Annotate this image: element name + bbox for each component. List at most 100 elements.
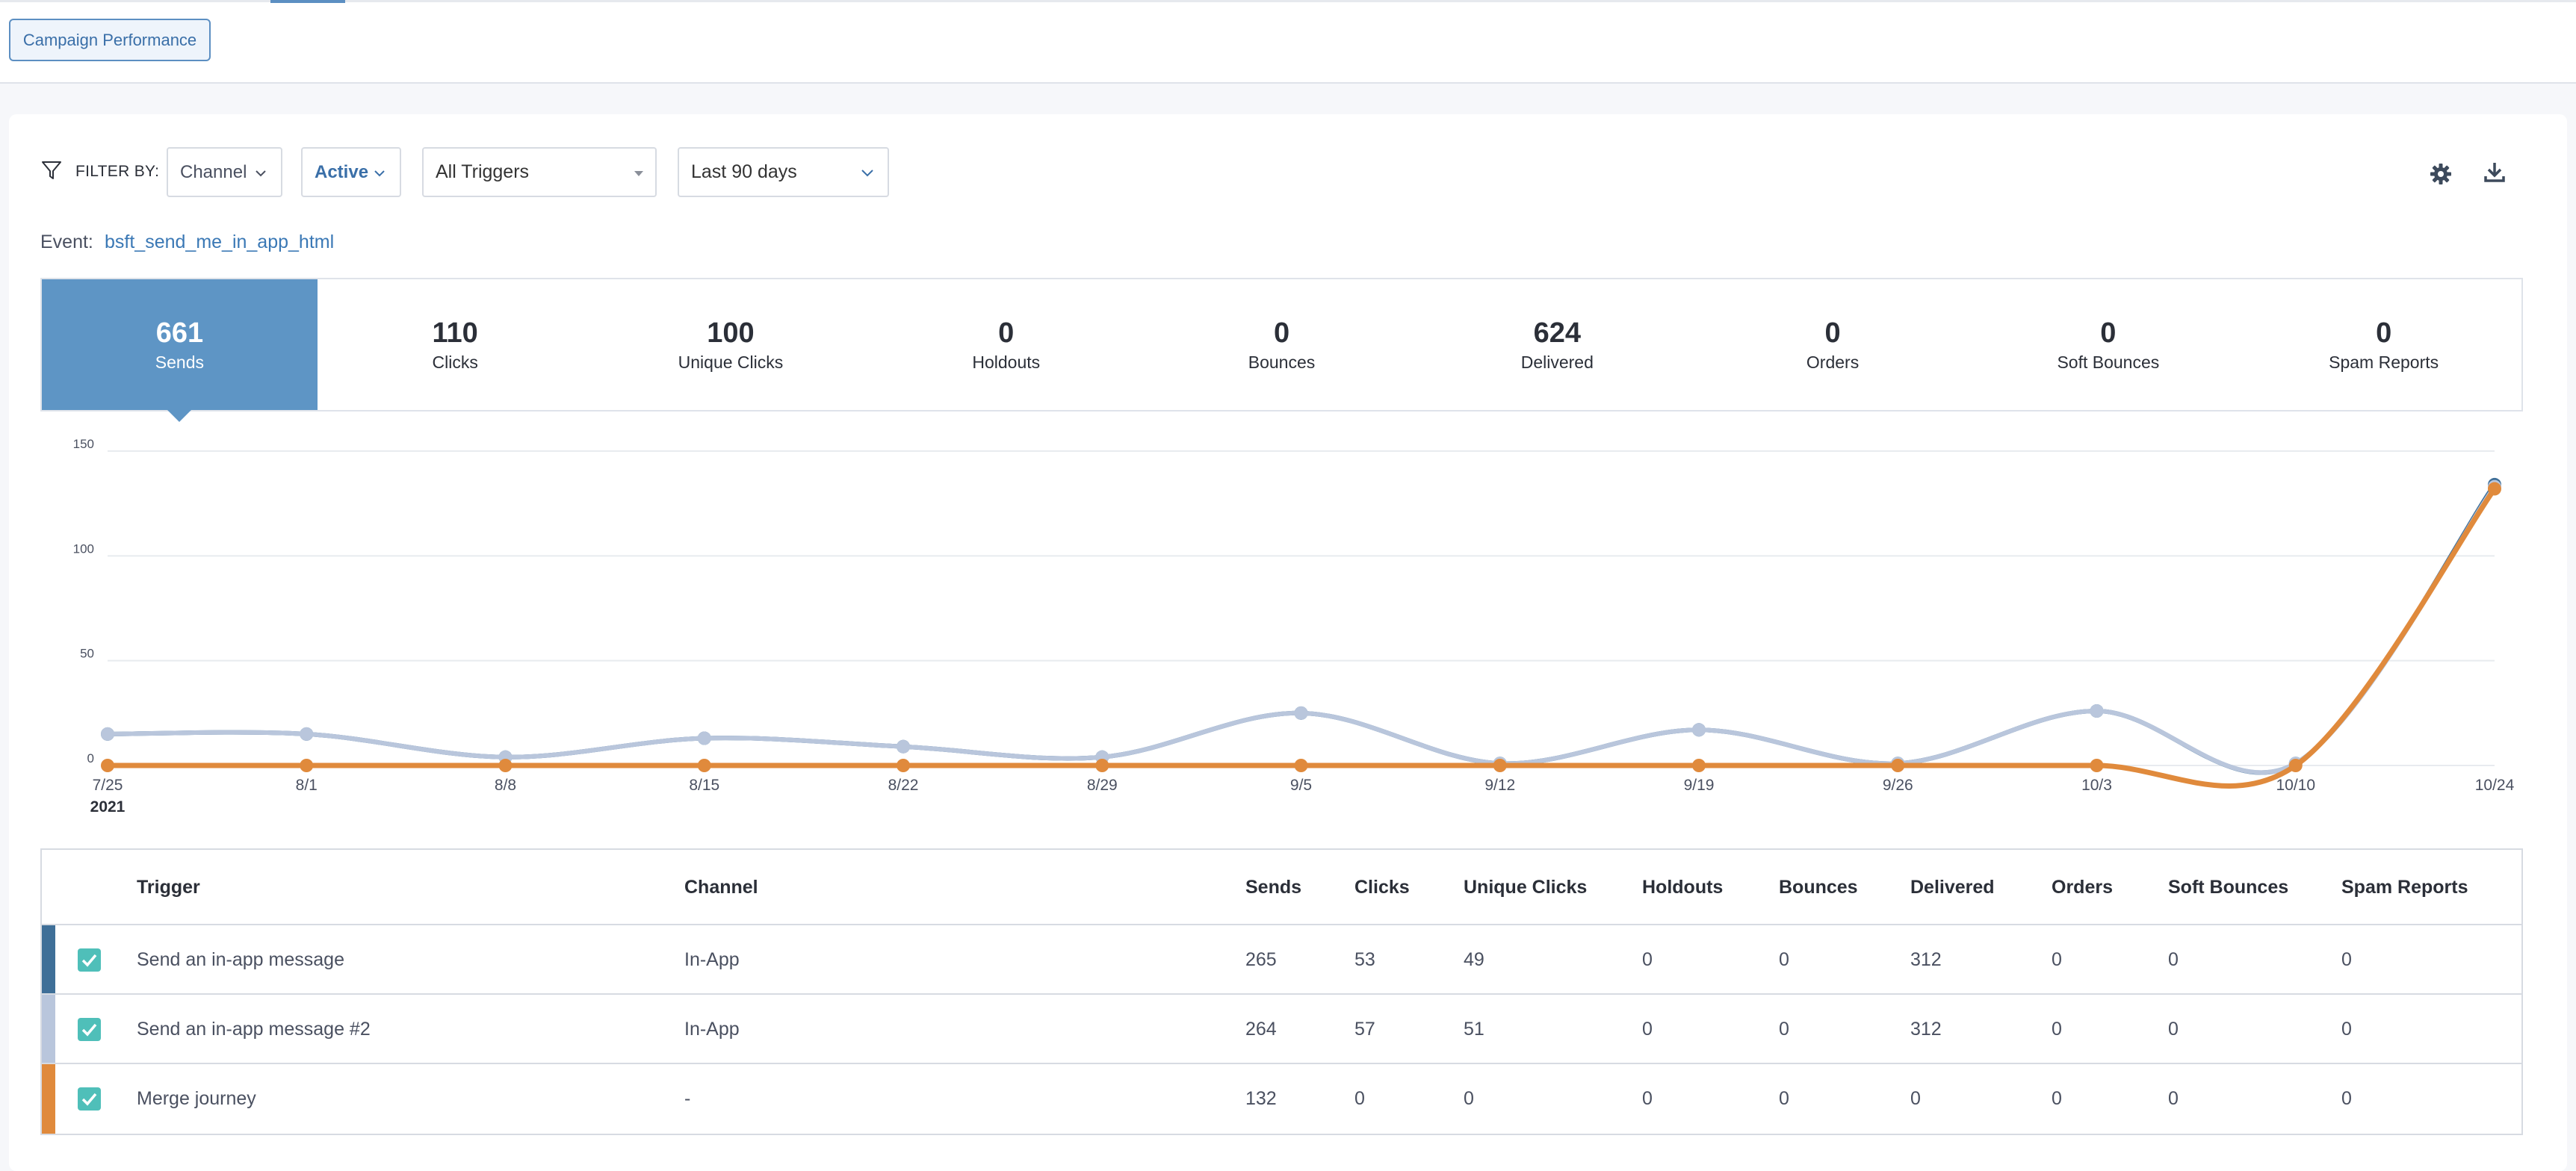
header-trigger[interactable]: Trigger [137, 877, 200, 898]
cell-sends: 264 [1245, 1019, 1277, 1040]
active-pointer [167, 410, 192, 422]
cell-orders: 0 [2052, 1019, 2062, 1040]
data-point [300, 759, 314, 772]
metric-sends[interactable]: 661 Sends [42, 279, 318, 422]
status-dropdown[interactable]: Active [301, 147, 401, 197]
x-tick-label: 9/19 [1684, 777, 1715, 794]
cell-holdouts: 0 [1642, 1019, 1653, 1040]
cell-trigger: Send an in-app message #2 [137, 1019, 371, 1040]
data-point [1294, 759, 1308, 772]
metric-label: Delivered [1520, 352, 1594, 372]
y-tick-label: 0 [87, 751, 94, 765]
event-label: Event: [40, 232, 93, 252]
metric-value: 100 [707, 317, 755, 349]
cell-soft-bounces: 0 [2168, 1088, 2179, 1109]
cell-delivered: 0 [1910, 1088, 1921, 1109]
x-tick-label: 9/12 [1484, 777, 1515, 794]
line-chart: 0 50 100 150 7/25 8/1 8/8 8/15 8/22 8/29 9/5 9/12 9/… [73, 437, 2515, 816]
table-row[interactable]: Merge journey - 132 0 0 0 0 0 0 0 0 [42, 1064, 2521, 1134]
y-tick-label: 50 [80, 647, 94, 661]
channel-dropdown[interactable]: Channel [167, 147, 282, 197]
row-checkbox[interactable] [78, 1018, 101, 1041]
series-color-bar [42, 925, 55, 993]
chevron-down-icon [256, 170, 266, 177]
download-icon[interactable] [2482, 160, 2507, 185]
metric-orders[interactable]: 0 Orders [1695, 279, 1971, 410]
active-tab-indicator [270, 0, 345, 3]
x-tick-label: 8/15 [689, 777, 719, 794]
header-orders[interactable]: Orders [2052, 877, 2113, 898]
x-year-label: 2021 [90, 798, 126, 816]
data-point [101, 759, 114, 772]
cell-spam-reports: 0 [2341, 949, 2352, 970]
data-point [897, 739, 910, 754]
cell-unique-clicks: 51 [1464, 1019, 1484, 1040]
data-point [897, 759, 910, 772]
header-spam-reports[interactable]: Spam Reports [2341, 877, 2468, 898]
triggers-dropdown[interactable]: All Triggers [422, 147, 657, 197]
triggers-dropdown-label: All Triggers [436, 161, 530, 182]
metric-delivered[interactable]: 624 Delivered [1419, 279, 1695, 410]
row-checkbox[interactable] [78, 948, 101, 972]
table-header: Trigger Channel Sends Clicks Unique Clic… [42, 850, 2521, 925]
data-point [498, 759, 513, 772]
metric-value: 0 [2376, 317, 2392, 349]
channel-dropdown-label: Channel [180, 161, 247, 182]
metric-unique-clicks[interactable]: 100 Unique Clicks [593, 279, 869, 410]
cell-soft-bounces: 0 [2168, 1019, 2179, 1040]
triggers-table: Trigger Channel Sends Clicks Unique Clic… [40, 848, 2523, 1135]
cell-sends: 265 [1245, 949, 1277, 970]
table-row[interactable]: Send an in-app message #2 In-App 264 57 … [42, 995, 2521, 1064]
header-sends[interactable]: Sends [1245, 877, 1302, 898]
cell-unique-clicks: 0 [1464, 1088, 1474, 1109]
metric-label: Bounces [1248, 352, 1316, 372]
metric-label: Unique Clicks [678, 352, 784, 372]
row-checkbox[interactable] [78, 1087, 101, 1111]
filter-by-label: FILTER BY: [75, 163, 160, 180]
cell-clicks: 53 [1354, 949, 1375, 970]
data-point [697, 759, 711, 772]
cell-orders: 0 [2052, 1088, 2062, 1109]
x-tick-label: 8/8 [495, 777, 516, 794]
date-range-label: Last 90 days [691, 161, 797, 182]
cell-channel: In-App [684, 1019, 740, 1040]
cell-unique-clicks: 49 [1464, 949, 1484, 970]
header-soft-bounces[interactable]: Soft Bounces [2168, 877, 2289, 898]
data-point [1493, 759, 1507, 772]
top-rule [0, 0, 2576, 2]
filter-icon [42, 161, 61, 179]
metric-spam-reports[interactable]: 0 Spam Reports [2246, 279, 2521, 410]
metric-bounces[interactable]: 0 Bounces [1144, 279, 1419, 410]
gear-icon[interactable] [2428, 161, 2453, 187]
header-bounces[interactable]: Bounces [1779, 877, 1858, 898]
x-tick-label: 10/24 [2475, 777, 2515, 794]
data-point [1095, 759, 1109, 772]
checkmark-icon [81, 1093, 97, 1106]
metric-label: Orders [1806, 352, 1860, 372]
series-line [105, 484, 2497, 775]
header-channel[interactable]: Channel [684, 877, 758, 898]
metric-soft-bounces[interactable]: 0 Soft Bounces [1970, 279, 2246, 410]
metric-label: Soft Bounces [2057, 352, 2160, 372]
header-delivered[interactable]: Delivered [1910, 877, 1995, 898]
metric-value: 0 [1273, 317, 1290, 349]
data-point [2090, 704, 2104, 718]
header-holdouts[interactable]: Holdouts [1642, 877, 1724, 898]
x-tick-label: 7/25 [93, 777, 123, 794]
series-line [105, 482, 2497, 775]
header-unique-clicks[interactable]: Unique Clicks [1464, 877, 1588, 898]
table-row[interactable]: Send an in-app message In-App 265 53 49 … [42, 925, 2521, 995]
metric-value: 110 [432, 317, 478, 349]
data-point [2488, 482, 2501, 496]
cell-spam-reports: 0 [2341, 1088, 2352, 1109]
cell-bounces: 0 [1779, 1088, 1789, 1109]
data-point [101, 727, 114, 741]
cell-spam-reports: 0 [2341, 1019, 2352, 1040]
metric-holdouts[interactable]: 0 Holdouts [868, 279, 1144, 410]
header-clicks[interactable]: Clicks [1354, 877, 1410, 898]
date-range-dropdown[interactable]: Last 90 days [678, 147, 889, 197]
metric-clicks[interactable]: 110 Clicks [318, 279, 593, 410]
event-link[interactable]: bsft_send_me_in_app_html [105, 232, 335, 252]
campaign-performance-button[interactable]: Campaign Performance [9, 19, 211, 61]
data-point [1891, 759, 1905, 772]
